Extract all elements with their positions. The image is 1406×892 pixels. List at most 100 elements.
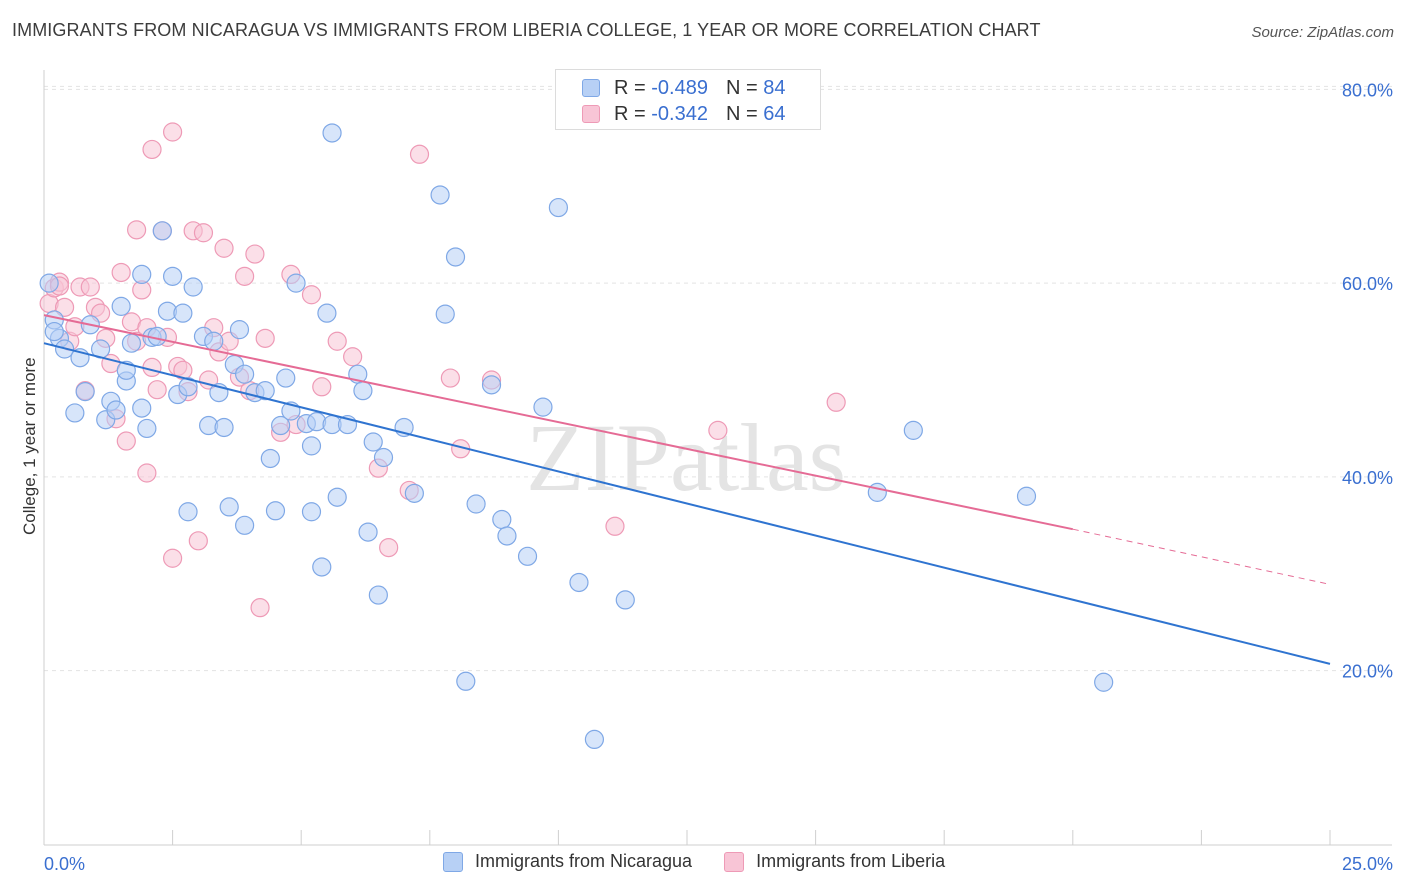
nicaragua-point — [466, 494, 486, 514]
stats-row-liberia: R = -0.342 N = 64 — [582, 102, 785, 126]
liberia-point — [708, 420, 728, 440]
nicaragua-r-value: -0.489 — [651, 76, 708, 99]
liberia-point — [301, 285, 322, 305]
liberia-point — [826, 392, 846, 412]
nicaragua-point — [353, 381, 373, 401]
liberia-point — [255, 328, 275, 348]
nicaragua-n-value: 84 — [763, 76, 786, 99]
nicaragua-point — [260, 448, 280, 469]
nicaragua-n-label: N = — [725, 76, 758, 99]
y-tick-label: 40.0% — [1342, 468, 1393, 488]
nicaragua-point — [497, 526, 517, 546]
nicaragua-point — [173, 303, 193, 323]
nicaragua-point — [322, 123, 342, 143]
nicaragua-point — [358, 522, 378, 542]
liberia-point — [327, 331, 347, 351]
nicaragua-point — [183, 277, 203, 297]
y-axis-label: College, 1 year or more — [20, 357, 39, 535]
nicaragua-point — [286, 273, 306, 293]
liberia-point — [379, 537, 399, 558]
stats-row-nicaragua: R = -0.489 N = 84 — [582, 76, 785, 100]
x-tick-label: 25.0% — [1342, 854, 1393, 874]
nicaragua-points — [39, 123, 1114, 750]
liberia-point — [343, 347, 363, 367]
nicaragua-point — [368, 585, 388, 605]
nicaragua-point — [492, 509, 512, 530]
nicaragua-point — [178, 377, 198, 397]
bottom-legend: Immigrants from Nicaragua Immigrants fro… — [443, 851, 977, 872]
liberia-point — [54, 297, 75, 317]
nicaragua-point — [517, 546, 538, 566]
nicaragua-point — [435, 304, 455, 324]
nicaragua-point — [1094, 672, 1114, 692]
liberia-trendline-extension — [1072, 528, 1331, 585]
liberia-point — [116, 431, 136, 451]
nicaragua-point — [152, 221, 172, 241]
nicaragua-r-label: R = — [614, 76, 646, 99]
nicaragua-point — [178, 502, 198, 522]
nicaragua-point — [481, 375, 502, 395]
nicaragua-swatch — [582, 79, 600, 97]
trend-lines — [43, 314, 1331, 665]
liberia-point — [137, 463, 157, 483]
liberia-swatch — [582, 105, 600, 123]
axes — [43, 70, 1392, 846]
legend-liberia-swatch — [724, 851, 745, 872]
source-label: Source: ZipAtlas.com — [1251, 24, 1394, 41]
liberia-n-label: N = — [725, 102, 758, 125]
legend-liberia-label: Immigrants from Liberia — [756, 851, 946, 871]
liberia-point — [126, 220, 147, 240]
legend-item-liberia[interactable]: Immigrants from Liberia — [724, 851, 945, 872]
liberia-r-label: R = — [614, 102, 646, 125]
liberia-point — [111, 262, 131, 283]
liberia-point — [142, 139, 162, 160]
nicaragua-point — [65, 403, 85, 423]
nicaragua-point — [39, 273, 59, 293]
nicaragua-point — [456, 671, 476, 691]
liberia-point — [235, 266, 255, 286]
nicaragua-point — [121, 333, 142, 353]
watermark: ZIPatlas — [526, 404, 846, 511]
nicaragua-point — [229, 320, 250, 340]
liberia-point — [163, 122, 183, 142]
nicaragua-point — [1016, 486, 1037, 506]
nicaragua-point — [312, 557, 332, 577]
x-tick-label: 0.0% — [44, 854, 85, 874]
nicaragua-point — [214, 417, 234, 438]
nicaragua-point — [430, 185, 450, 205]
nicaragua-point — [615, 590, 635, 610]
nicaragua-point — [584, 729, 605, 750]
nicaragua-point — [111, 296, 131, 316]
stats-legend-box: R = -0.489 N = 84 R = -0.342 N = 64 — [555, 69, 821, 130]
nicaragua-point — [106, 400, 126, 420]
nicaragua-point — [317, 303, 337, 323]
nicaragua-point — [219, 497, 239, 517]
legend-item-nicaragua[interactable]: Immigrants from Nicaragua — [443, 851, 692, 872]
nicaragua-point — [235, 515, 255, 535]
y-tick-label: 60.0% — [1342, 274, 1393, 294]
nicaragua-point — [533, 397, 553, 417]
nicaragua-point — [363, 432, 383, 452]
nicaragua-point — [867, 482, 887, 502]
nicaragua-point — [75, 382, 95, 402]
nicaragua-point — [373, 447, 394, 468]
liberia-point — [163, 548, 183, 568]
legend-nicaragua-swatch — [443, 851, 463, 872]
nicaragua-point — [276, 368, 296, 388]
nicaragua-point — [569, 572, 589, 593]
nicaragua-point — [327, 487, 347, 507]
liberia-n-value: 64 — [763, 102, 786, 125]
nicaragua-point — [404, 483, 424, 503]
tick-labels: 20.0% 40.0% 60.0% 80.0% 0.0% 25.0% — [44, 80, 1393, 874]
nicaragua-point — [204, 331, 224, 351]
liberia-r-value: -0.342 — [651, 102, 708, 125]
legend-nicaragua-label: Immigrants from Nicaragua — [475, 851, 693, 871]
liberia-point — [142, 357, 162, 378]
nicaragua-point — [255, 381, 275, 401]
nicaragua-point — [548, 197, 569, 218]
nicaragua-point — [132, 398, 152, 418]
chart-title: IMMIGRANTS FROM NICARAGUA VS IMMIGRANTS … — [12, 20, 1041, 40]
nicaragua-point — [445, 247, 466, 267]
liberia-point — [409, 144, 430, 164]
nicaragua-point — [132, 264, 152, 285]
